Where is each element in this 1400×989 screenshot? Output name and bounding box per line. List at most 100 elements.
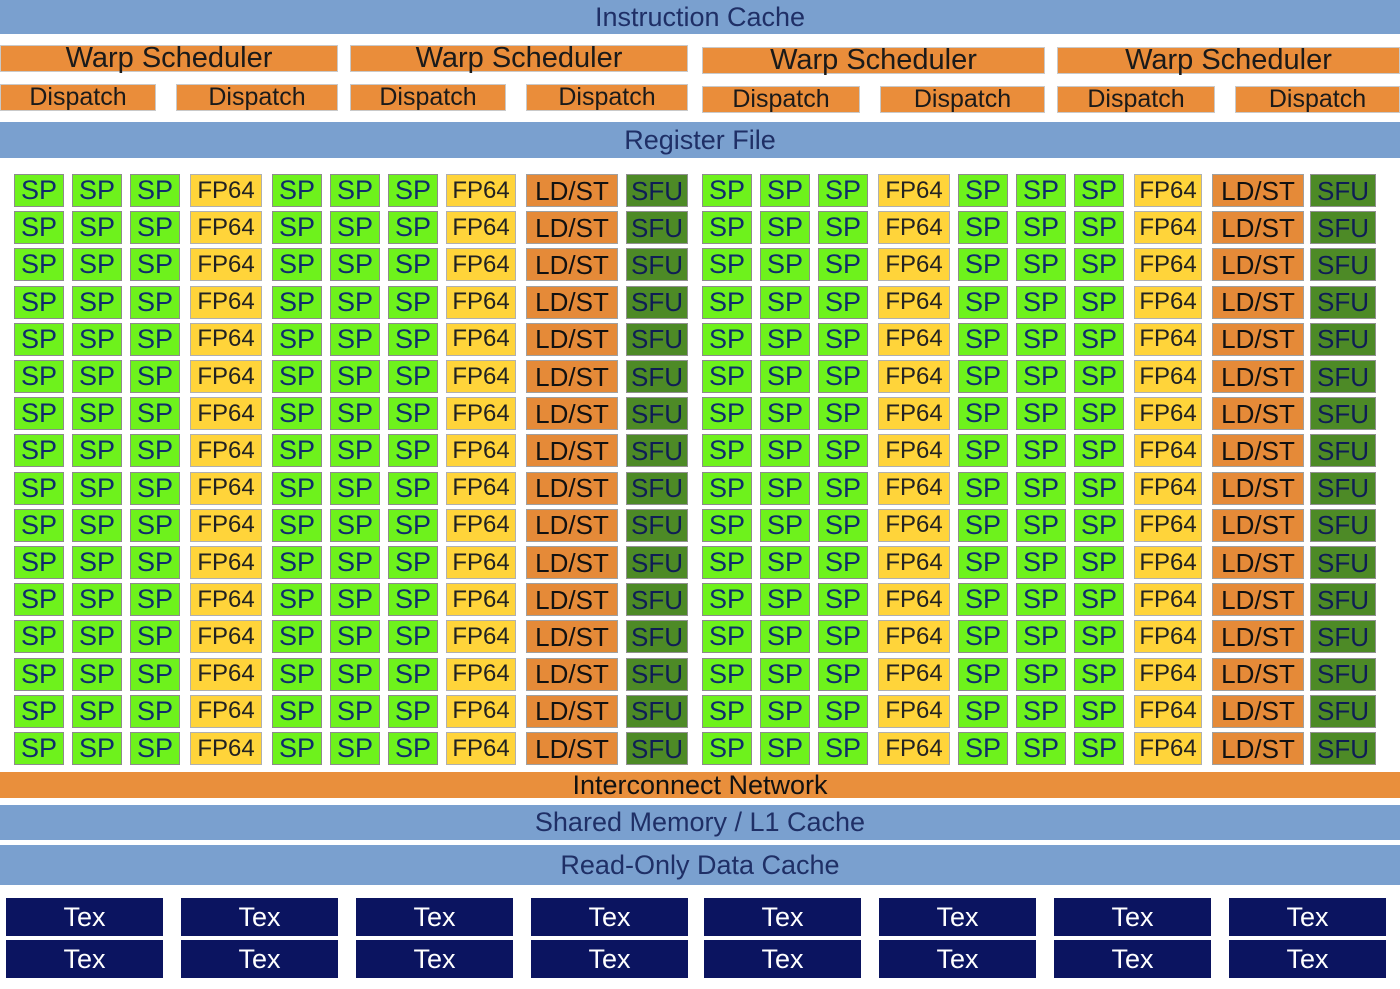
sp-core: SP <box>760 397 810 431</box>
fp64-unit: FP64 <box>190 322 262 356</box>
sp-core: SP <box>818 657 868 691</box>
sp-core: SP <box>72 694 122 728</box>
sfu-unit: SFU <box>1310 620 1376 654</box>
sp-core: SP <box>272 694 322 728</box>
ld-st-unit: LD/ST <box>1212 732 1304 765</box>
fp64-unit: FP64 <box>1134 397 1202 431</box>
sp-core: SP <box>1074 174 1124 207</box>
fp64-unit: FP64 <box>1134 322 1202 356</box>
fp64-unit: FP64 <box>190 657 262 691</box>
register-file: Register File <box>0 122 1400 158</box>
sp-core: SP <box>14 285 64 319</box>
sp-core: SP <box>702 322 752 356</box>
sp-core: SP <box>72 508 122 542</box>
sp-core: SP <box>818 322 868 356</box>
ld-st-unit: LD/ST <box>526 732 618 765</box>
ld-st-unit: LD/ST <box>526 248 618 282</box>
sfu-unit: SFU <box>626 657 688 691</box>
sp-core: SP <box>760 471 810 505</box>
sp-core: SP <box>14 174 64 207</box>
fp64-unit: FP64 <box>446 732 516 765</box>
fp64-unit: FP64 <box>1134 620 1202 654</box>
sfu-unit: SFU <box>1310 322 1376 356</box>
tex-unit: Tex <box>356 898 513 936</box>
ld-st-unit: LD/ST <box>526 508 618 542</box>
ld-st-unit: LD/ST <box>1212 248 1304 282</box>
sp-core: SP <box>818 360 868 393</box>
ld-st-unit: LD/ST <box>526 285 618 319</box>
fp64-unit: FP64 <box>878 360 950 393</box>
sp-core: SP <box>818 508 868 542</box>
sp-core: SP <box>958 732 1008 765</box>
sp-core: SP <box>818 694 868 728</box>
fp64-unit: FP64 <box>1134 248 1202 282</box>
sp-core: SP <box>702 471 752 505</box>
sp-core: SP <box>760 657 810 691</box>
sp-core: SP <box>1016 620 1066 654</box>
tex-unit: Tex <box>6 898 163 936</box>
fp64-unit: FP64 <box>1134 583 1202 617</box>
fp64-unit: FP64 <box>878 174 950 207</box>
sp-core: SP <box>272 546 322 579</box>
sp-core: SP <box>958 694 1008 728</box>
sp-core: SP <box>330 397 380 431</box>
sp-core: SP <box>1016 471 1066 505</box>
fp64-unit: FP64 <box>446 434 516 468</box>
sp-core: SP <box>1016 732 1066 765</box>
sp-core: SP <box>1016 360 1066 393</box>
sp-core: SP <box>760 360 810 393</box>
sp-core: SP <box>388 694 438 728</box>
sp-core: SP <box>1074 657 1124 691</box>
sfu-unit: SFU <box>1310 285 1376 319</box>
sp-core: SP <box>1074 583 1124 617</box>
ld-st-unit: LD/ST <box>1212 546 1304 579</box>
sp-core: SP <box>958 211 1008 245</box>
sp-core: SP <box>330 285 380 319</box>
dispatch-unit: Dispatch <box>1235 85 1400 113</box>
sp-core: SP <box>702 546 752 579</box>
sp-core: SP <box>702 248 752 282</box>
sp-core: SP <box>330 546 380 579</box>
dispatch-unit: Dispatch <box>880 85 1045 113</box>
fp64-unit: FP64 <box>1134 434 1202 468</box>
fp64-unit: FP64 <box>1134 285 1202 319</box>
sp-core: SP <box>818 397 868 431</box>
sp-core: SP <box>130 174 180 207</box>
sp-core: SP <box>760 285 810 319</box>
ld-st-unit: LD/ST <box>1212 508 1304 542</box>
sp-core: SP <box>330 322 380 356</box>
sp-core: SP <box>1016 174 1066 207</box>
sp-core: SP <box>958 322 1008 356</box>
sp-core: SP <box>72 285 122 319</box>
sp-core: SP <box>130 211 180 245</box>
fp64-unit: FP64 <box>1134 211 1202 245</box>
sfu-unit: SFU <box>1310 657 1376 691</box>
sp-core: SP <box>330 657 380 691</box>
sp-core: SP <box>130 434 180 468</box>
sp-core: SP <box>14 620 64 654</box>
sp-core: SP <box>272 620 322 654</box>
sp-core: SP <box>130 322 180 356</box>
ld-st-unit: LD/ST <box>1212 360 1304 393</box>
sp-core: SP <box>760 434 810 468</box>
warp-scheduler-1: Warp Scheduler <box>0 42 338 74</box>
sp-core: SP <box>1074 620 1124 654</box>
sp-core: SP <box>1074 508 1124 542</box>
sp-core: SP <box>1016 657 1066 691</box>
tex-unit: Tex <box>181 898 338 936</box>
sp-core: SP <box>330 732 380 765</box>
sp-core: SP <box>1016 694 1066 728</box>
sp-core: SP <box>1074 471 1124 505</box>
sp-core: SP <box>760 248 810 282</box>
sp-core: SP <box>388 508 438 542</box>
ld-st-unit: LD/ST <box>1212 211 1304 245</box>
sp-core: SP <box>1074 322 1124 356</box>
sfu-unit: SFU <box>626 434 688 468</box>
sp-core: SP <box>14 397 64 431</box>
sp-core: SP <box>818 434 868 468</box>
fp64-unit: FP64 <box>1134 546 1202 579</box>
shared-memory-l1-cache: Shared Memory / L1 Cache <box>0 805 1400 840</box>
sp-core: SP <box>272 434 322 468</box>
sp-core: SP <box>818 471 868 505</box>
fp64-unit: FP64 <box>190 694 262 728</box>
